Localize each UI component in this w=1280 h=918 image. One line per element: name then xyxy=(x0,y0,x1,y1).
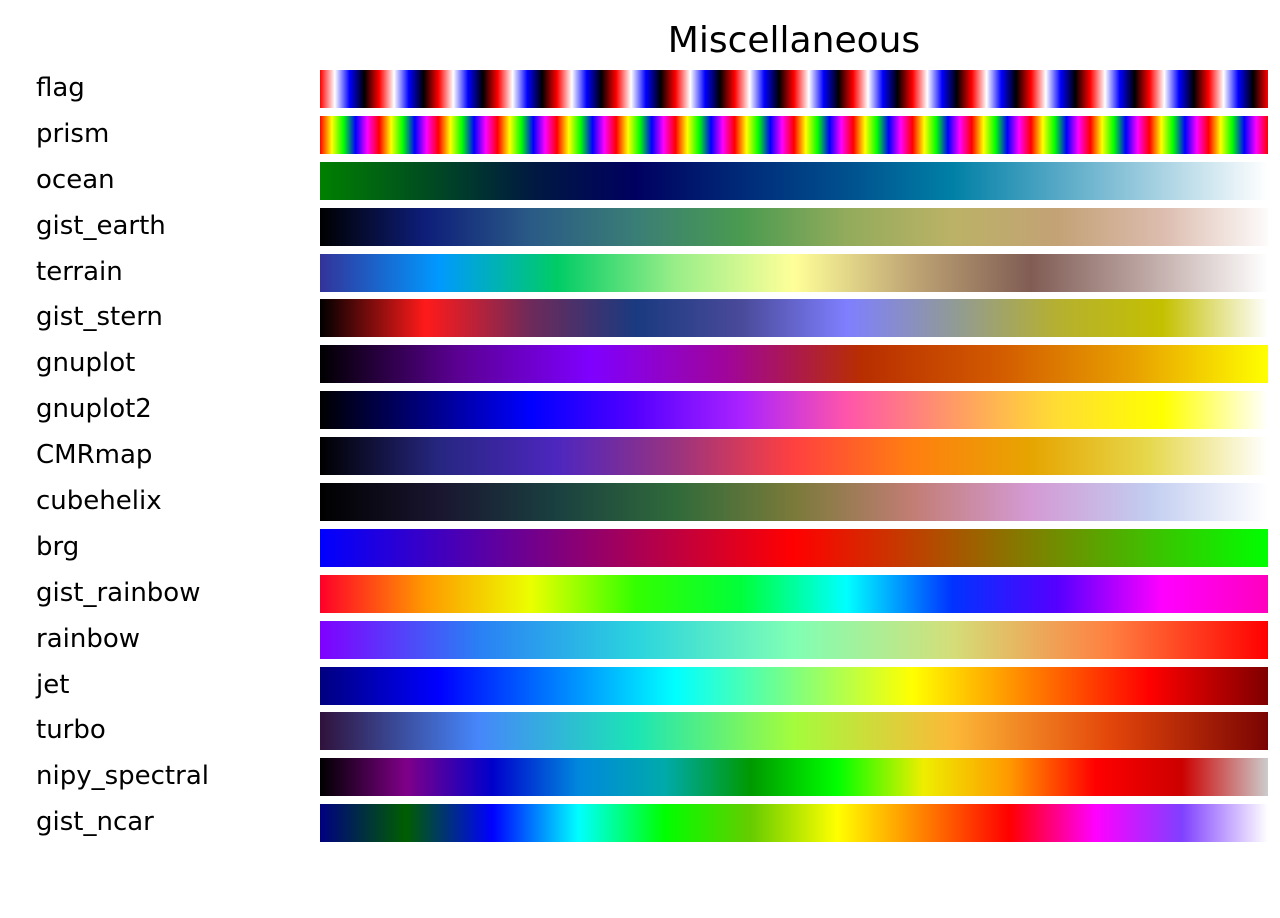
colormap-bar-gnuplot xyxy=(320,345,1268,384)
colormap-label: gnuplot2 xyxy=(36,394,152,425)
colormap-row-gnuplot2: gnuplot2 xyxy=(0,391,1280,430)
colormap-bar-nipy_spectral xyxy=(320,758,1268,797)
colormap-row-gnuplot: gnuplot xyxy=(0,345,1280,384)
colormap-row-CMRmap: CMRmap xyxy=(0,437,1280,476)
colormap-row-prism: prism xyxy=(0,115,1280,154)
colormap-label: gist_earth xyxy=(36,210,166,241)
colormap-label: gist_stern xyxy=(36,302,163,333)
colormap-bar-gist_rainbow xyxy=(320,574,1268,613)
colormap-row-nipy_spectral: nipy_spectral xyxy=(0,758,1280,797)
colormap-label: turbo xyxy=(36,715,106,746)
colormap-bar-jet xyxy=(320,666,1268,705)
colormap-bar-terrain xyxy=(320,253,1268,292)
colormap-bar-gist_earth xyxy=(320,207,1268,246)
colormap-bar-turbo xyxy=(320,712,1268,751)
colormap-bar-gist_ncar xyxy=(320,804,1268,843)
colormap-label: CMRmap xyxy=(36,440,153,471)
colormap-row-flag: flag xyxy=(0,70,1280,108)
colormap-bar-prism xyxy=(320,115,1268,154)
colormap-label: nipy_spectral xyxy=(36,761,209,792)
colormap-label: cubehelix xyxy=(36,486,162,517)
colormap-bar-ocean xyxy=(320,161,1268,200)
colormap-row-terrain: terrain xyxy=(0,253,1280,292)
colormap-label: flag xyxy=(36,73,85,103)
colormap-bar-flag xyxy=(320,70,1268,108)
colormap-row-brg: brg xyxy=(0,528,1280,567)
colormap-row-cubehelix: cubehelix xyxy=(0,483,1280,522)
colormap-row-turbo: turbo xyxy=(0,712,1280,751)
colormap-label: gist_ncar xyxy=(36,807,154,838)
colormap-label: gist_rainbow xyxy=(36,577,201,608)
colormap-bar-brg xyxy=(320,528,1268,567)
colormap-row-gist_earth: gist_earth xyxy=(0,207,1280,246)
colormap-label: rainbow xyxy=(36,623,140,654)
colormap-bar-cubehelix xyxy=(320,483,1268,522)
colormap-label: gnuplot xyxy=(36,348,136,379)
colormap-label: prism xyxy=(36,118,110,149)
colormap-row-gist_stern: gist_stern xyxy=(0,299,1280,338)
colormap-row-jet: jet xyxy=(0,666,1280,705)
colormap-label: jet xyxy=(36,669,70,700)
colormap-row-gist_rainbow: gist_rainbow xyxy=(0,574,1280,613)
colormap-label: brg xyxy=(36,531,80,562)
chart-title: Miscellaneous xyxy=(667,20,921,61)
colormap-bar-gnuplot2 xyxy=(320,391,1268,430)
colormap-label: ocean xyxy=(36,164,115,195)
colormap-row-gist_ncar: gist_ncar xyxy=(0,804,1280,843)
colormap-row-ocean: ocean xyxy=(0,161,1280,200)
colormap-bar-CMRmap xyxy=(320,437,1268,476)
colormap-bar-rainbow xyxy=(320,620,1268,659)
colormap-label: terrain xyxy=(36,256,123,287)
colormap-row-rainbow: rainbow xyxy=(0,620,1280,659)
colormap-bar-gist_stern xyxy=(320,299,1268,338)
